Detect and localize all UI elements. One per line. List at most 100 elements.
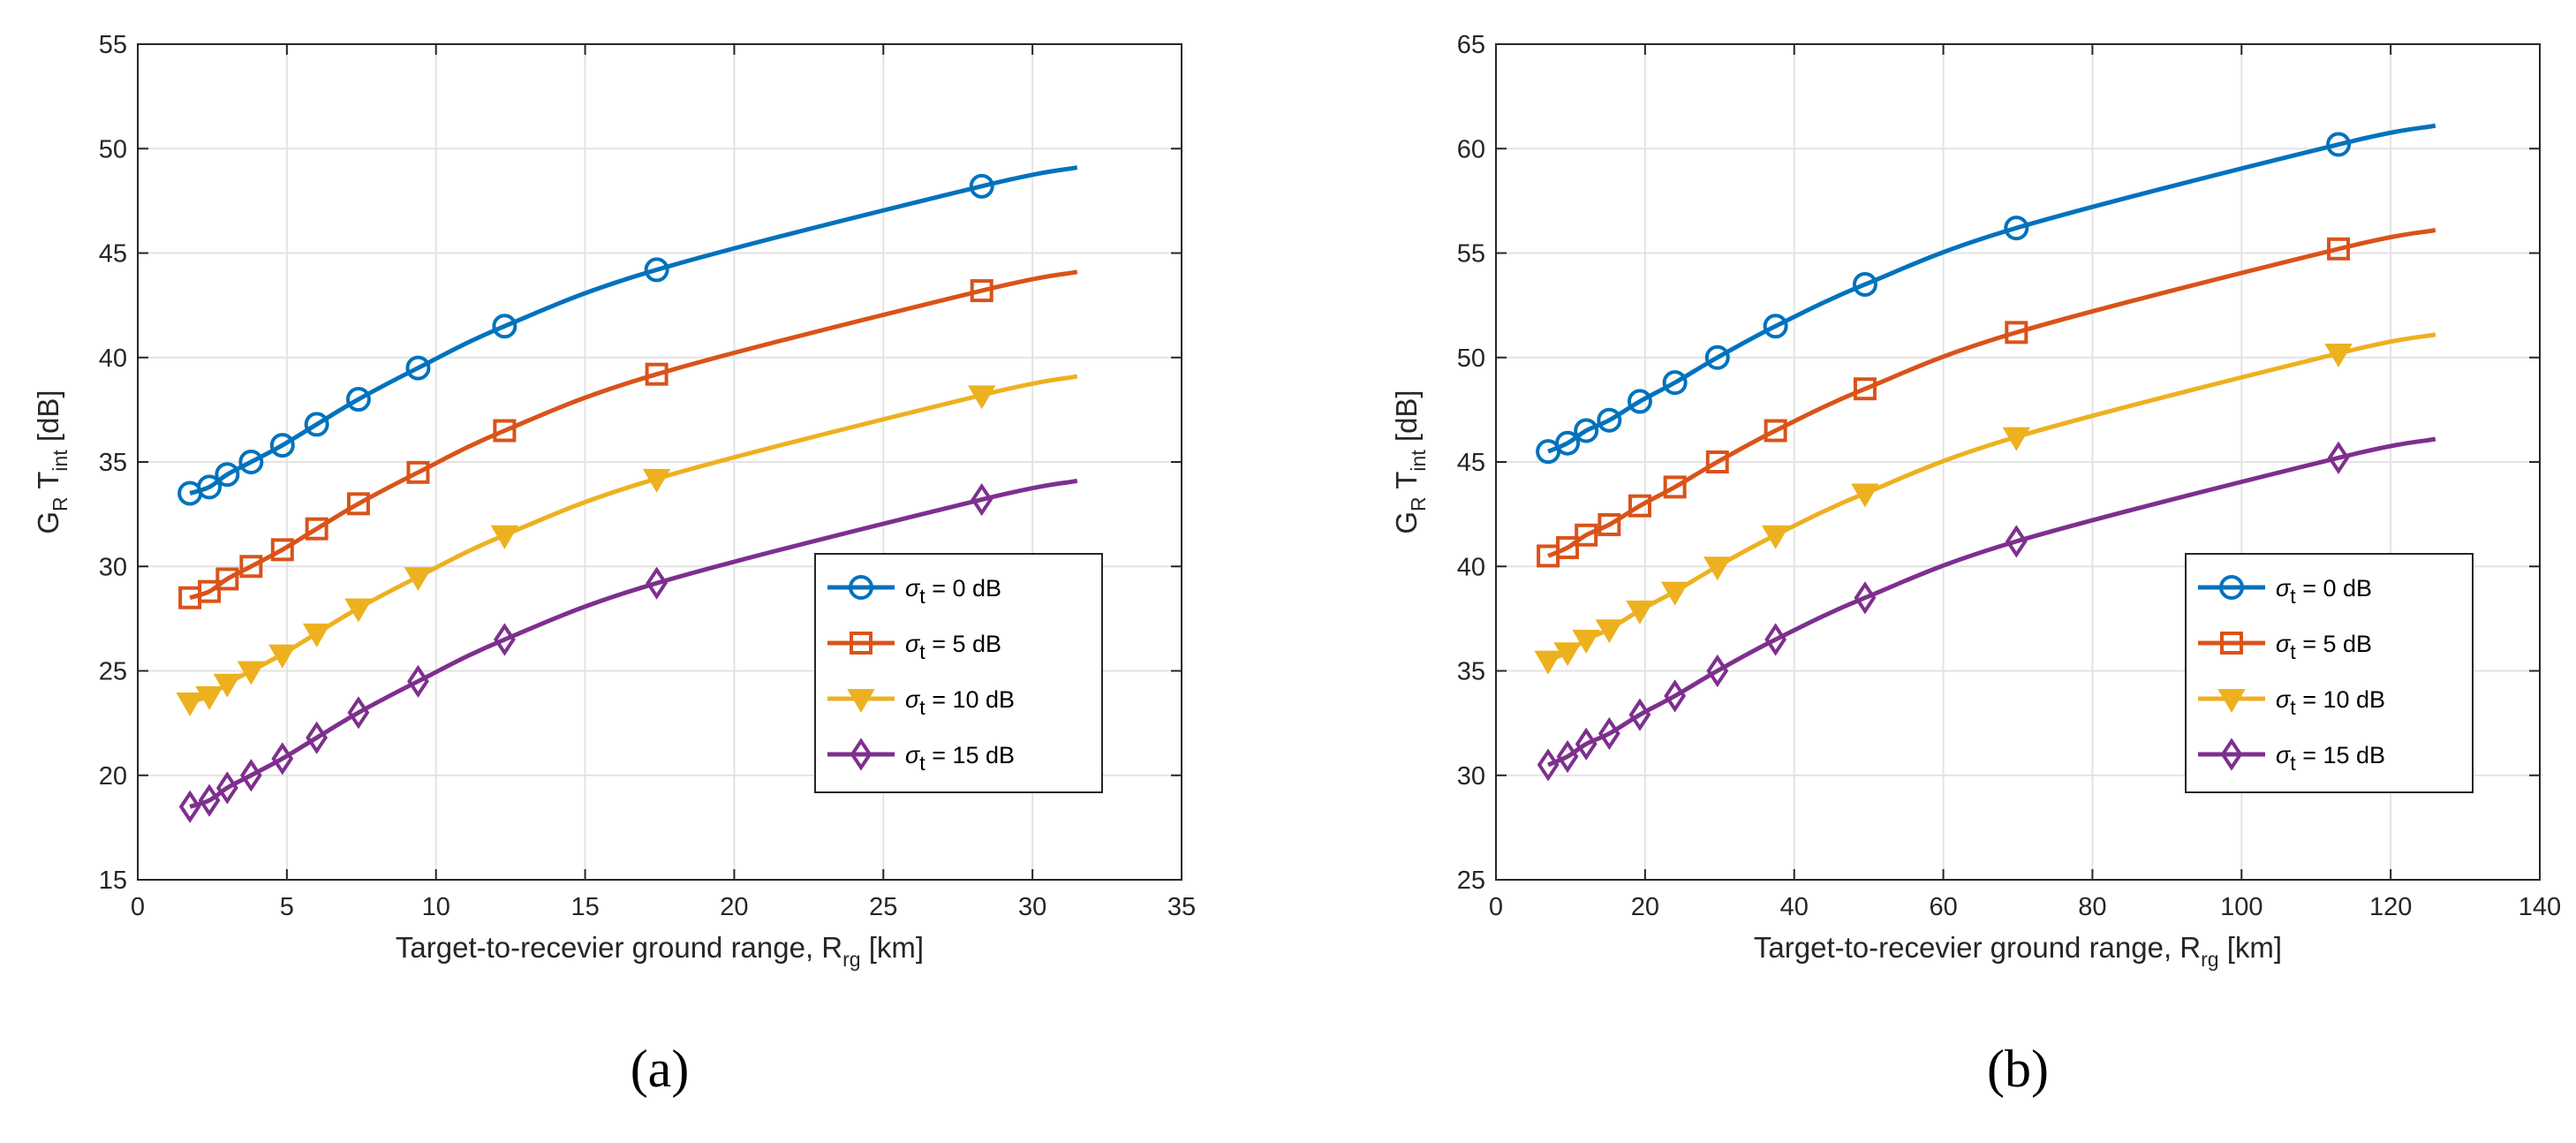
data-point: [305, 517, 329, 541]
legend-item-2: σt = 10 dB: [827, 686, 1015, 719]
x-tick-label: 100: [2220, 893, 2262, 921]
y-tick-label: 50: [1457, 344, 1485, 373]
data-point: [345, 387, 371, 413]
data-point: [1597, 407, 1622, 433]
data-point: [213, 673, 242, 698]
y-tick-label: 25: [99, 658, 127, 686]
data-point: [1660, 581, 1689, 606]
x-axis-label: Target-to-recevier ground range, Rrg [km…: [1754, 931, 2282, 971]
data-point: [1662, 370, 1688, 396]
data-point: [2327, 237, 2351, 261]
legend-marker: [847, 689, 875, 713]
series-0: [178, 165, 1078, 506]
x-tick-label: 120: [2369, 893, 2412, 921]
data-point: [238, 450, 264, 474]
data-point: [1663, 475, 1687, 499]
series-1: [178, 269, 1078, 609]
legend-sub: t: [919, 585, 925, 608]
legend-marker: [850, 738, 873, 771]
data-point: [1853, 377, 1877, 401]
legend-sigma: σ: [2276, 631, 2292, 657]
legend-label: σt = 10 dB: [905, 686, 1015, 719]
legend-label: σt = 0 dB: [905, 575, 1001, 608]
data-point: [1706, 654, 1729, 688]
data-point: [644, 257, 669, 283]
y-label-int: int: [1407, 450, 1430, 472]
data-point: [195, 685, 223, 710]
x-axis-label-unit: [km]: [861, 931, 925, 964]
data-point: [176, 692, 204, 716]
data-point: [197, 474, 223, 500]
legend-sub: t: [2290, 696, 2296, 719]
legend-text: = 0 dB: [2296, 575, 2372, 602]
data-point: [407, 664, 429, 698]
data-point: [1764, 623, 1787, 656]
x-tick-label: 20: [1631, 893, 1659, 921]
y-axis-label: GR Tint [dB]: [32, 390, 72, 534]
y-label-g: G: [32, 511, 64, 534]
legend-sigma: σ: [2276, 575, 2292, 602]
y-tick-label: 20: [99, 762, 127, 791]
x-axis-label-sub: rg: [2201, 948, 2218, 971]
data-point: [1705, 450, 1729, 473]
x-axis-label-main: Target-to-recevier ground range, R: [396, 931, 842, 964]
legend-sigma: σ: [905, 686, 921, 713]
data-point: [967, 385, 996, 410]
x-tick-label: 140: [2519, 893, 2561, 921]
axes-box: [137, 43, 1182, 881]
legend-marker: [2220, 632, 2243, 655]
legend-sub: t: [919, 752, 925, 775]
panel-label: (a): [631, 1040, 690, 1098]
data-point: [1556, 535, 1580, 559]
data-point: [1555, 430, 1581, 456]
series-1: [1537, 228, 2436, 568]
data-point: [306, 721, 329, 754]
series-line: [189, 165, 1078, 496]
y-label-unit: [dB]: [1390, 390, 1423, 450]
x-tick-label: 80: [2078, 893, 2106, 921]
data-point: [1556, 739, 1579, 774]
series-2: [176, 374, 1078, 716]
x-tick-label: 60: [1929, 893, 1957, 921]
series-3: [178, 478, 1078, 823]
legend-text: = 15 dB: [2296, 742, 2385, 768]
x-tick-label: 5: [280, 893, 294, 921]
legend-item-3: σt = 15 dB: [2198, 738, 2385, 775]
legend-item-3: σt = 15 dB: [827, 738, 1015, 775]
data-point: [1764, 419, 1787, 443]
y-tick-label: 45: [99, 240, 127, 269]
data-point: [1852, 271, 1877, 297]
data-point: [268, 644, 297, 669]
data-point: [302, 623, 331, 647]
data-point: [1761, 525, 1790, 549]
data-point: [1704, 344, 1730, 370]
data-point: [1575, 727, 1598, 761]
data-point: [1628, 698, 1651, 731]
legend: σt = 0 dB σ t = 5 dB σt = 10 dB σt = 15 dB: [814, 553, 1103, 793]
series-3: [1537, 436, 2436, 782]
legend-text: = 10 dB: [2296, 686, 2385, 713]
legend-sub: t: [2290, 640, 2296, 663]
legend-text: = 5 dB: [925, 631, 1001, 657]
data-point: [198, 579, 222, 603]
chart-b: 0 20 40 60 80 100 120 140 25 30 35 40 45 50 55 60 65 Targ…: [1390, 31, 2561, 1098]
legend-text: = 0 dB: [925, 575, 1001, 602]
data-point: [2324, 344, 2353, 368]
y-tick-label: 50: [99, 135, 127, 163]
y-label-t: T: [1390, 472, 1423, 489]
y-tick-label: 35: [1457, 658, 1485, 686]
data-point: [239, 759, 262, 792]
legend-text: = 10 dB: [925, 686, 1015, 713]
legend-marker: [2220, 738, 2243, 771]
series-line: [189, 269, 1078, 601]
legend-sub: t: [2290, 585, 2296, 608]
data-point: [1537, 748, 1560, 782]
x-tick-label: 40: [1780, 893, 1809, 921]
y-tick-label: 30: [99, 553, 127, 581]
data-point: [406, 460, 430, 484]
data-point: [237, 661, 266, 685]
legend-sigma: σ: [2276, 742, 2292, 768]
y-tick-label: 40: [99, 344, 127, 373]
data-point: [1575, 523, 1598, 547]
data-point: [405, 355, 431, 381]
